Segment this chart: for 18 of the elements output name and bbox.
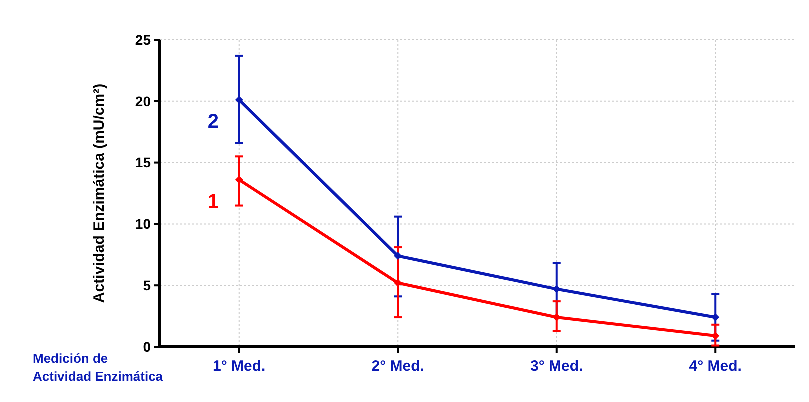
y-tick-label: 20 <box>135 93 152 110</box>
point <box>394 252 402 260</box>
x-tick-label: 1° Med. <box>213 358 266 375</box>
x-tick-label: 4° Med. <box>689 358 742 375</box>
x-tick-label: 3° Med. <box>530 358 584 375</box>
series-label: 1 <box>208 190 219 213</box>
point <box>552 285 561 294</box>
y-axis-title: Actividad Enzimática (mU/cm²) <box>91 84 108 304</box>
point <box>712 314 720 322</box>
point <box>235 176 244 184</box>
x-tick-label: 2° Med. <box>372 358 424 375</box>
y-tick-label: 15 <box>135 154 152 171</box>
y-tick-label: 10 <box>135 216 152 232</box>
y-tick-label: 25 <box>135 32 152 48</box>
series-label: 2 <box>208 111 219 134</box>
point <box>235 96 244 104</box>
y-tick-label: 5 <box>143 278 152 294</box>
point <box>394 279 402 288</box>
